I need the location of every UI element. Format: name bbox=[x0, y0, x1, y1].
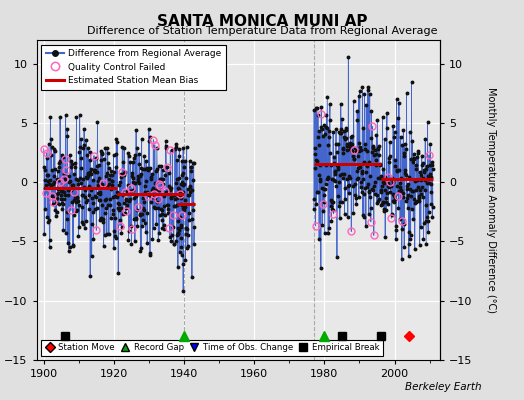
Text: SANTA MONICA MUNI AP: SANTA MONICA MUNI AP bbox=[157, 14, 367, 29]
Text: Difference of Station Temperature Data from Regional Average: Difference of Station Temperature Data f… bbox=[87, 26, 437, 36]
Text: Berkeley Earth: Berkeley Earth bbox=[406, 382, 482, 392]
Y-axis label: Monthly Temperature Anomaly Difference (°C): Monthly Temperature Anomaly Difference (… bbox=[486, 87, 496, 313]
Legend: Station Move, Record Gap, Time of Obs. Change, Empirical Break: Station Move, Record Gap, Time of Obs. C… bbox=[41, 340, 383, 356]
